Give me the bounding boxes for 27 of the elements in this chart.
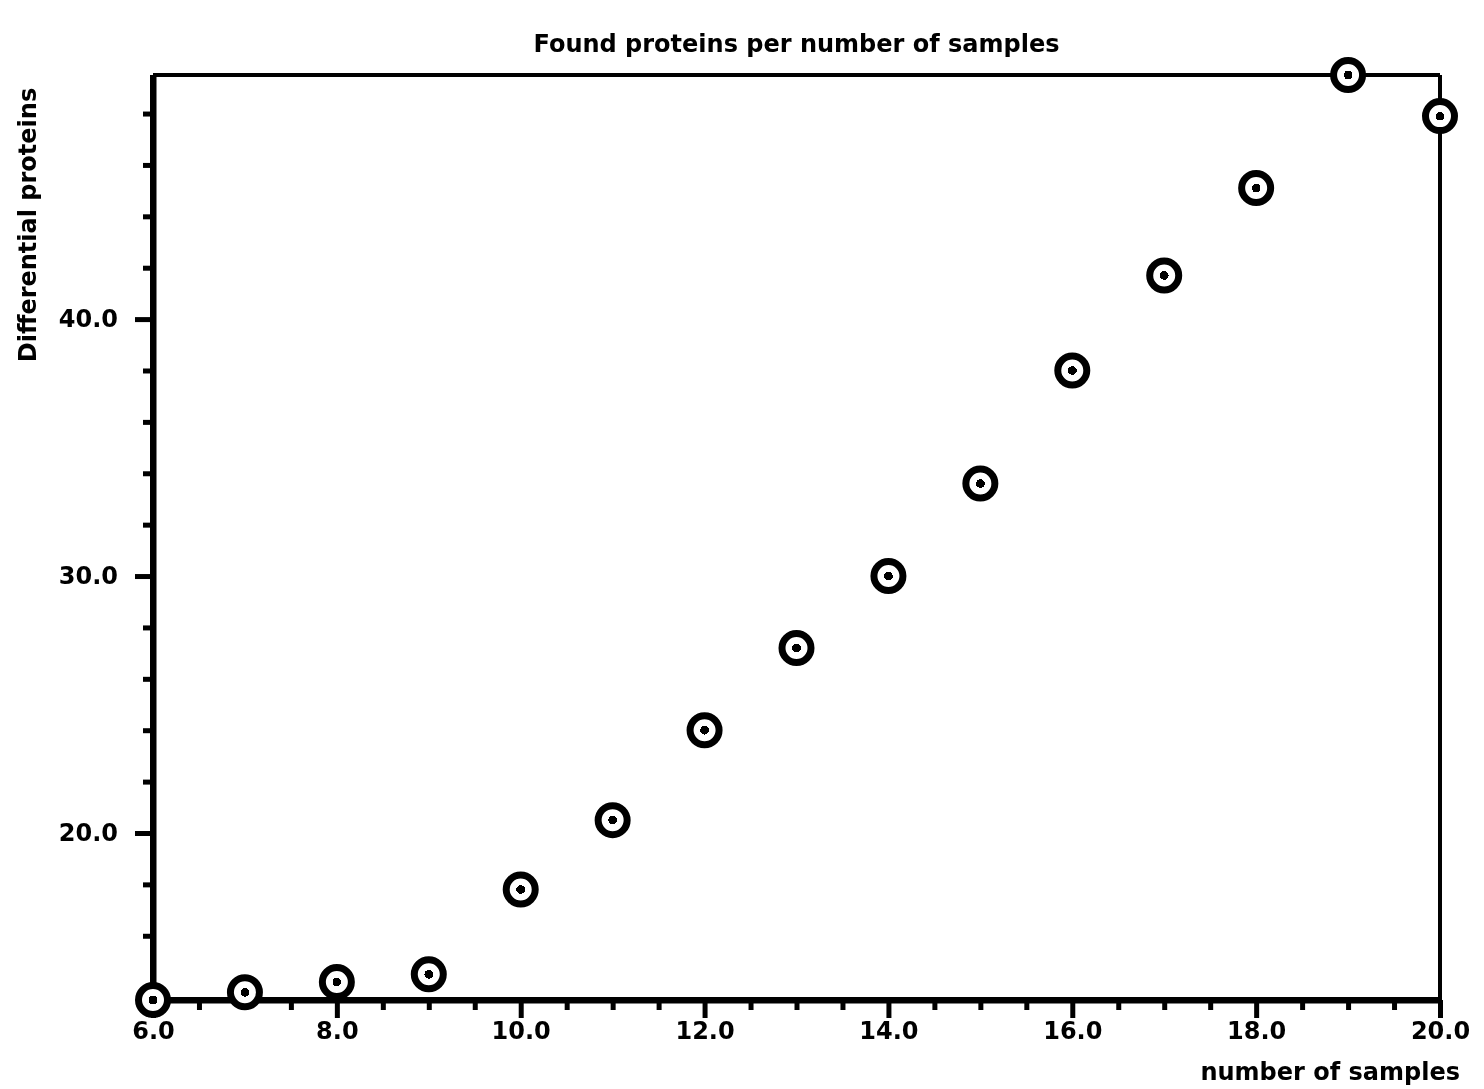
point (962, 465, 999, 502)
x-tick-label: 18.0 (1227, 1017, 1287, 1046)
point (1054, 352, 1091, 389)
point (1238, 170, 1275, 207)
x-tick-label: 20.0 (1410, 1017, 1471, 1046)
point (778, 629, 815, 666)
x-tick-label: 12.0 (675, 1017, 735, 1046)
point (226, 974, 263, 1011)
point (410, 956, 447, 993)
point (502, 871, 539, 908)
y-axis-title: Differential proteins (14, 87, 42, 363)
point (1422, 98, 1458, 135)
point (870, 558, 907, 595)
point (1330, 57, 1367, 93)
x-tick-label: 16.0 (1043, 1017, 1103, 1046)
y-tick-label: 20.0 (58, 819, 118, 848)
point (594, 802, 631, 839)
y-tick-label: 30.0 (58, 562, 118, 591)
point (1146, 257, 1183, 294)
x-tick-label: 10.0 (491, 1017, 551, 1046)
x-tick-label: 6.0 (132, 1017, 175, 1046)
point (686, 712, 723, 749)
x-tick-label: 14.0 (859, 1017, 919, 1046)
x-tick-label: 8.0 (316, 1017, 359, 1046)
x-axis-title: number of samples (1200, 1058, 1460, 1086)
y-tick-label: 40.0 (58, 305, 118, 334)
chart-title: Found proteins per number of samples (533, 30, 1060, 58)
